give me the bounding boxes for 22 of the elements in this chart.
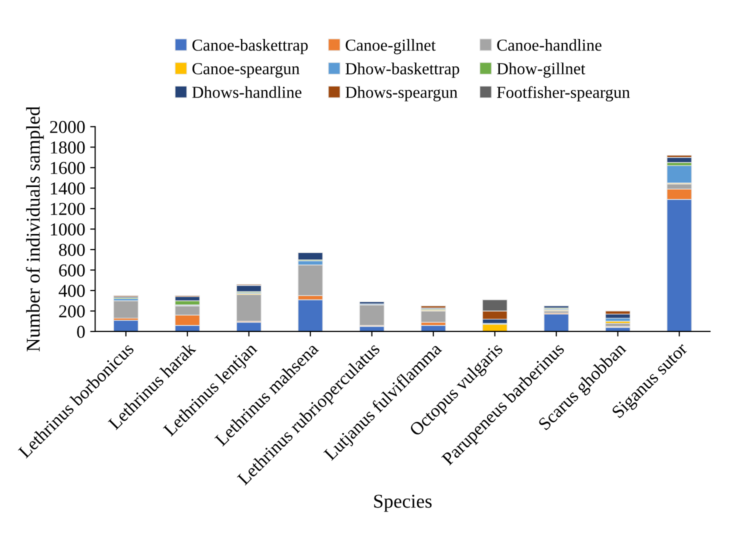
- legend-label: Canoe-speargun: [192, 63, 300, 78]
- y-tick-label: 1400: [50, 182, 85, 195]
- legend-label: Canoe-gillnet: [346, 39, 436, 54]
- legend-label: Footfisher-speargun: [496, 86, 630, 102]
- y-tick-label: 600: [59, 264, 85, 276]
- y-tick-label: 1000: [50, 223, 85, 236]
- x-axis-title: Species: [374, 494, 432, 512]
- y-tick-label: 1600: [50, 162, 85, 174]
- y-tick-label: 0: [77, 326, 85, 338]
- legend-label: Dhow-baskettrap: [346, 62, 460, 78]
- legend-label: Dhows-handline: [192, 86, 302, 98]
- legend-label: Dhow-gillnet: [496, 62, 586, 78]
- legend-label: Dhows-speargun: [346, 86, 458, 102]
- legend-label: Canoe-baskettrap: [192, 39, 308, 54]
- y-axis-title: Number of individuals sampled: [26, 106, 44, 352]
- y-tick-label: 200: [59, 305, 85, 318]
- y-tick-label: 1200: [50, 202, 85, 216]
- y-tick-label: 800: [59, 244, 85, 256]
- legend-label: Canoe-handline: [497, 39, 602, 51]
- y-tick-label: 1800: [50, 141, 85, 154]
- y-tick-label: 2000: [50, 120, 85, 134]
- y-tick-label: 400: [58, 284, 85, 297]
